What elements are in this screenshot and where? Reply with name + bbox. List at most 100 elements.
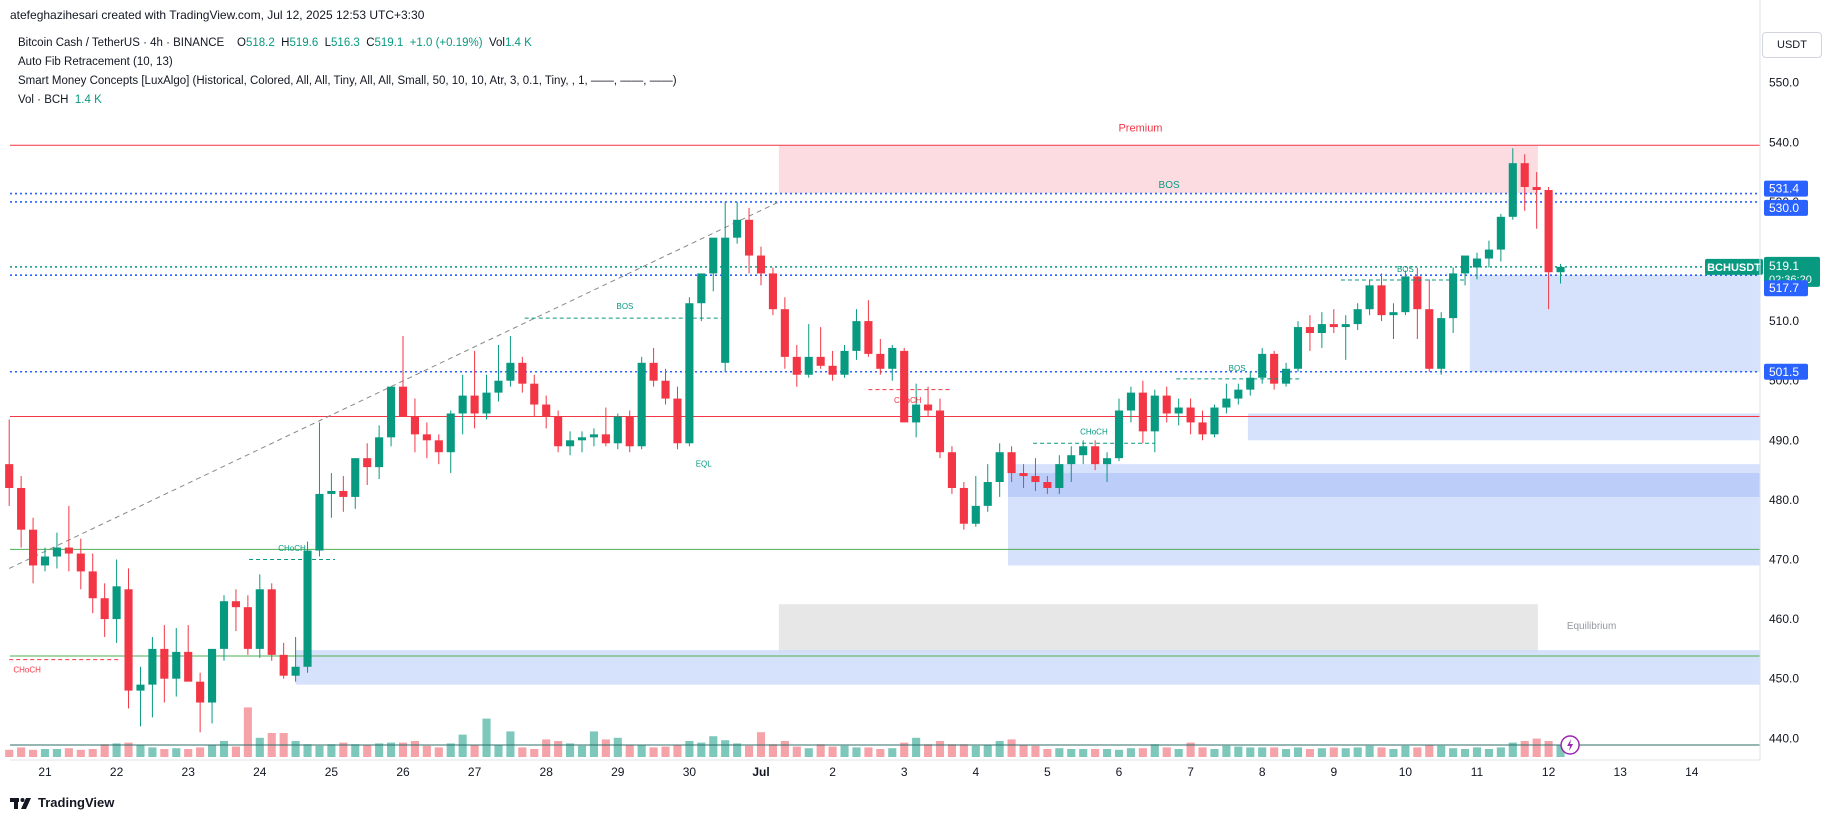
candle[interactable] [1055, 455, 1064, 494]
candle[interactable] [243, 595, 252, 655]
candle[interactable] [1437, 312, 1446, 375]
candle[interactable] [959, 482, 968, 530]
candle[interactable] [88, 553, 97, 614]
candle[interactable] [40, 547, 50, 572]
candle[interactable] [1377, 273, 1386, 322]
candle[interactable] [566, 431, 575, 456]
candle[interactable] [756, 246, 766, 286]
candle[interactable] [1031, 458, 1040, 491]
candle[interactable] [303, 541, 312, 673]
candle[interactable] [1282, 362, 1291, 387]
candle[interactable] [1246, 371, 1255, 396]
candle[interactable] [852, 309, 861, 360]
candle[interactable] [1186, 398, 1195, 435]
currency-button[interactable]: USDT [1762, 32, 1822, 58]
candle[interactable] [518, 356, 527, 393]
candle[interactable] [1258, 347, 1267, 384]
candle[interactable] [351, 458, 360, 509]
candle[interactable] [17, 476, 26, 548]
candle[interactable] [458, 374, 467, 435]
candle[interactable] [1341, 315, 1350, 360]
candle[interactable] [697, 273, 706, 322]
candle[interactable] [733, 201, 742, 244]
candle[interactable] [470, 350, 479, 429]
candle[interactable] [673, 386, 682, 450]
candle[interactable] [1389, 303, 1398, 339]
candle[interactable] [947, 446, 956, 494]
candle[interactable] [327, 473, 336, 518]
candle[interactable] [387, 386, 396, 447]
price-chart[interactable]: Premium Equilibrium BOS BOS BOS BOS CHoCH CHoCH… [0, 0, 1835, 790]
candle[interactable] [1305, 315, 1314, 351]
candle[interactable] [1043, 476, 1052, 494]
candle[interactable] [554, 410, 563, 453]
candle[interactable] [136, 666, 145, 727]
candle[interactable] [1425, 279, 1434, 372]
indicator-fib-row[interactable]: Auto Fib Retracement (10, 13) [18, 56, 173, 68]
candle[interactable] [279, 642, 288, 679]
candle[interactable] [1484, 240, 1493, 268]
candle[interactable] [1150, 389, 1159, 453]
candle[interactable] [1413, 267, 1422, 339]
candle[interactable] [1079, 440, 1088, 465]
candle[interactable] [29, 517, 38, 584]
candle[interactable] [1007, 446, 1016, 483]
candle[interactable] [1365, 279, 1374, 316]
candle[interactable] [410, 398, 419, 453]
candle[interactable] [1210, 404, 1219, 438]
candle[interactable] [1401, 270, 1410, 316]
candle[interactable] [1508, 148, 1517, 220]
candle[interactable] [625, 410, 634, 453]
candle[interactable] [100, 583, 109, 637]
candle[interactable] [888, 344, 897, 381]
candle[interactable] [196, 672, 205, 733]
candle[interactable] [1019, 464, 1028, 488]
candle[interactable] [721, 201, 730, 372]
candle[interactable] [375, 425, 384, 480]
candle[interactable] [876, 338, 885, 375]
candle[interactable] [506, 336, 515, 387]
candle[interactable] [1544, 187, 1553, 310]
candle[interactable] [1270, 350, 1279, 390]
candle[interactable] [768, 267, 777, 316]
candle[interactable] [912, 383, 921, 438]
candle[interactable] [291, 636, 300, 682]
candle[interactable] [542, 395, 551, 429]
candle[interactable] [1556, 263, 1565, 284]
candle[interactable] [124, 568, 133, 709]
candle[interactable] [1138, 380, 1147, 444]
candle[interactable] [589, 428, 598, 447]
candle[interactable] [1103, 452, 1112, 483]
candle[interactable] [1126, 386, 1135, 423]
candle[interactable] [613, 413, 622, 450]
candle[interactable] [792, 344, 801, 387]
candle[interactable] [649, 347, 658, 387]
candle[interactable] [422, 422, 431, 459]
candle[interactable] [1067, 446, 1076, 483]
symbol-legend-row[interactable]: Bitcoin Cash / TetherUS · 4h · BINANCE O… [18, 34, 677, 53]
candle[interactable] [661, 368, 670, 405]
candle[interactable] [900, 347, 909, 423]
candle[interactable] [446, 410, 455, 474]
candle[interactable] [208, 648, 217, 724]
candle[interactable] [828, 350, 837, 381]
candle[interactable] [1091, 440, 1100, 471]
candle[interactable] [76, 538, 85, 590]
candle[interactable] [1329, 309, 1338, 334]
candle[interactable] [1222, 383, 1231, 414]
candle[interactable] [1293, 321, 1303, 372]
candle[interactable] [160, 625, 169, 703]
candle[interactable] [267, 583, 276, 661]
candle[interactable] [363, 443, 372, 485]
candle[interactable] [1472, 252, 1482, 280]
candle[interactable] [255, 574, 264, 658]
candle[interactable] [804, 324, 813, 378]
candle[interactable] [995, 443, 1004, 497]
candle[interactable] [709, 237, 718, 292]
candle[interactable] [840, 344, 849, 378]
candle[interactable] [1317, 312, 1326, 348]
indicator-smc-row[interactable]: Smart Money Concepts [LuxAlgo] (Historic… [18, 75, 677, 87]
candle[interactable] [924, 386, 933, 417]
candle[interactable] [816, 327, 825, 369]
candle[interactable] [482, 374, 491, 420]
